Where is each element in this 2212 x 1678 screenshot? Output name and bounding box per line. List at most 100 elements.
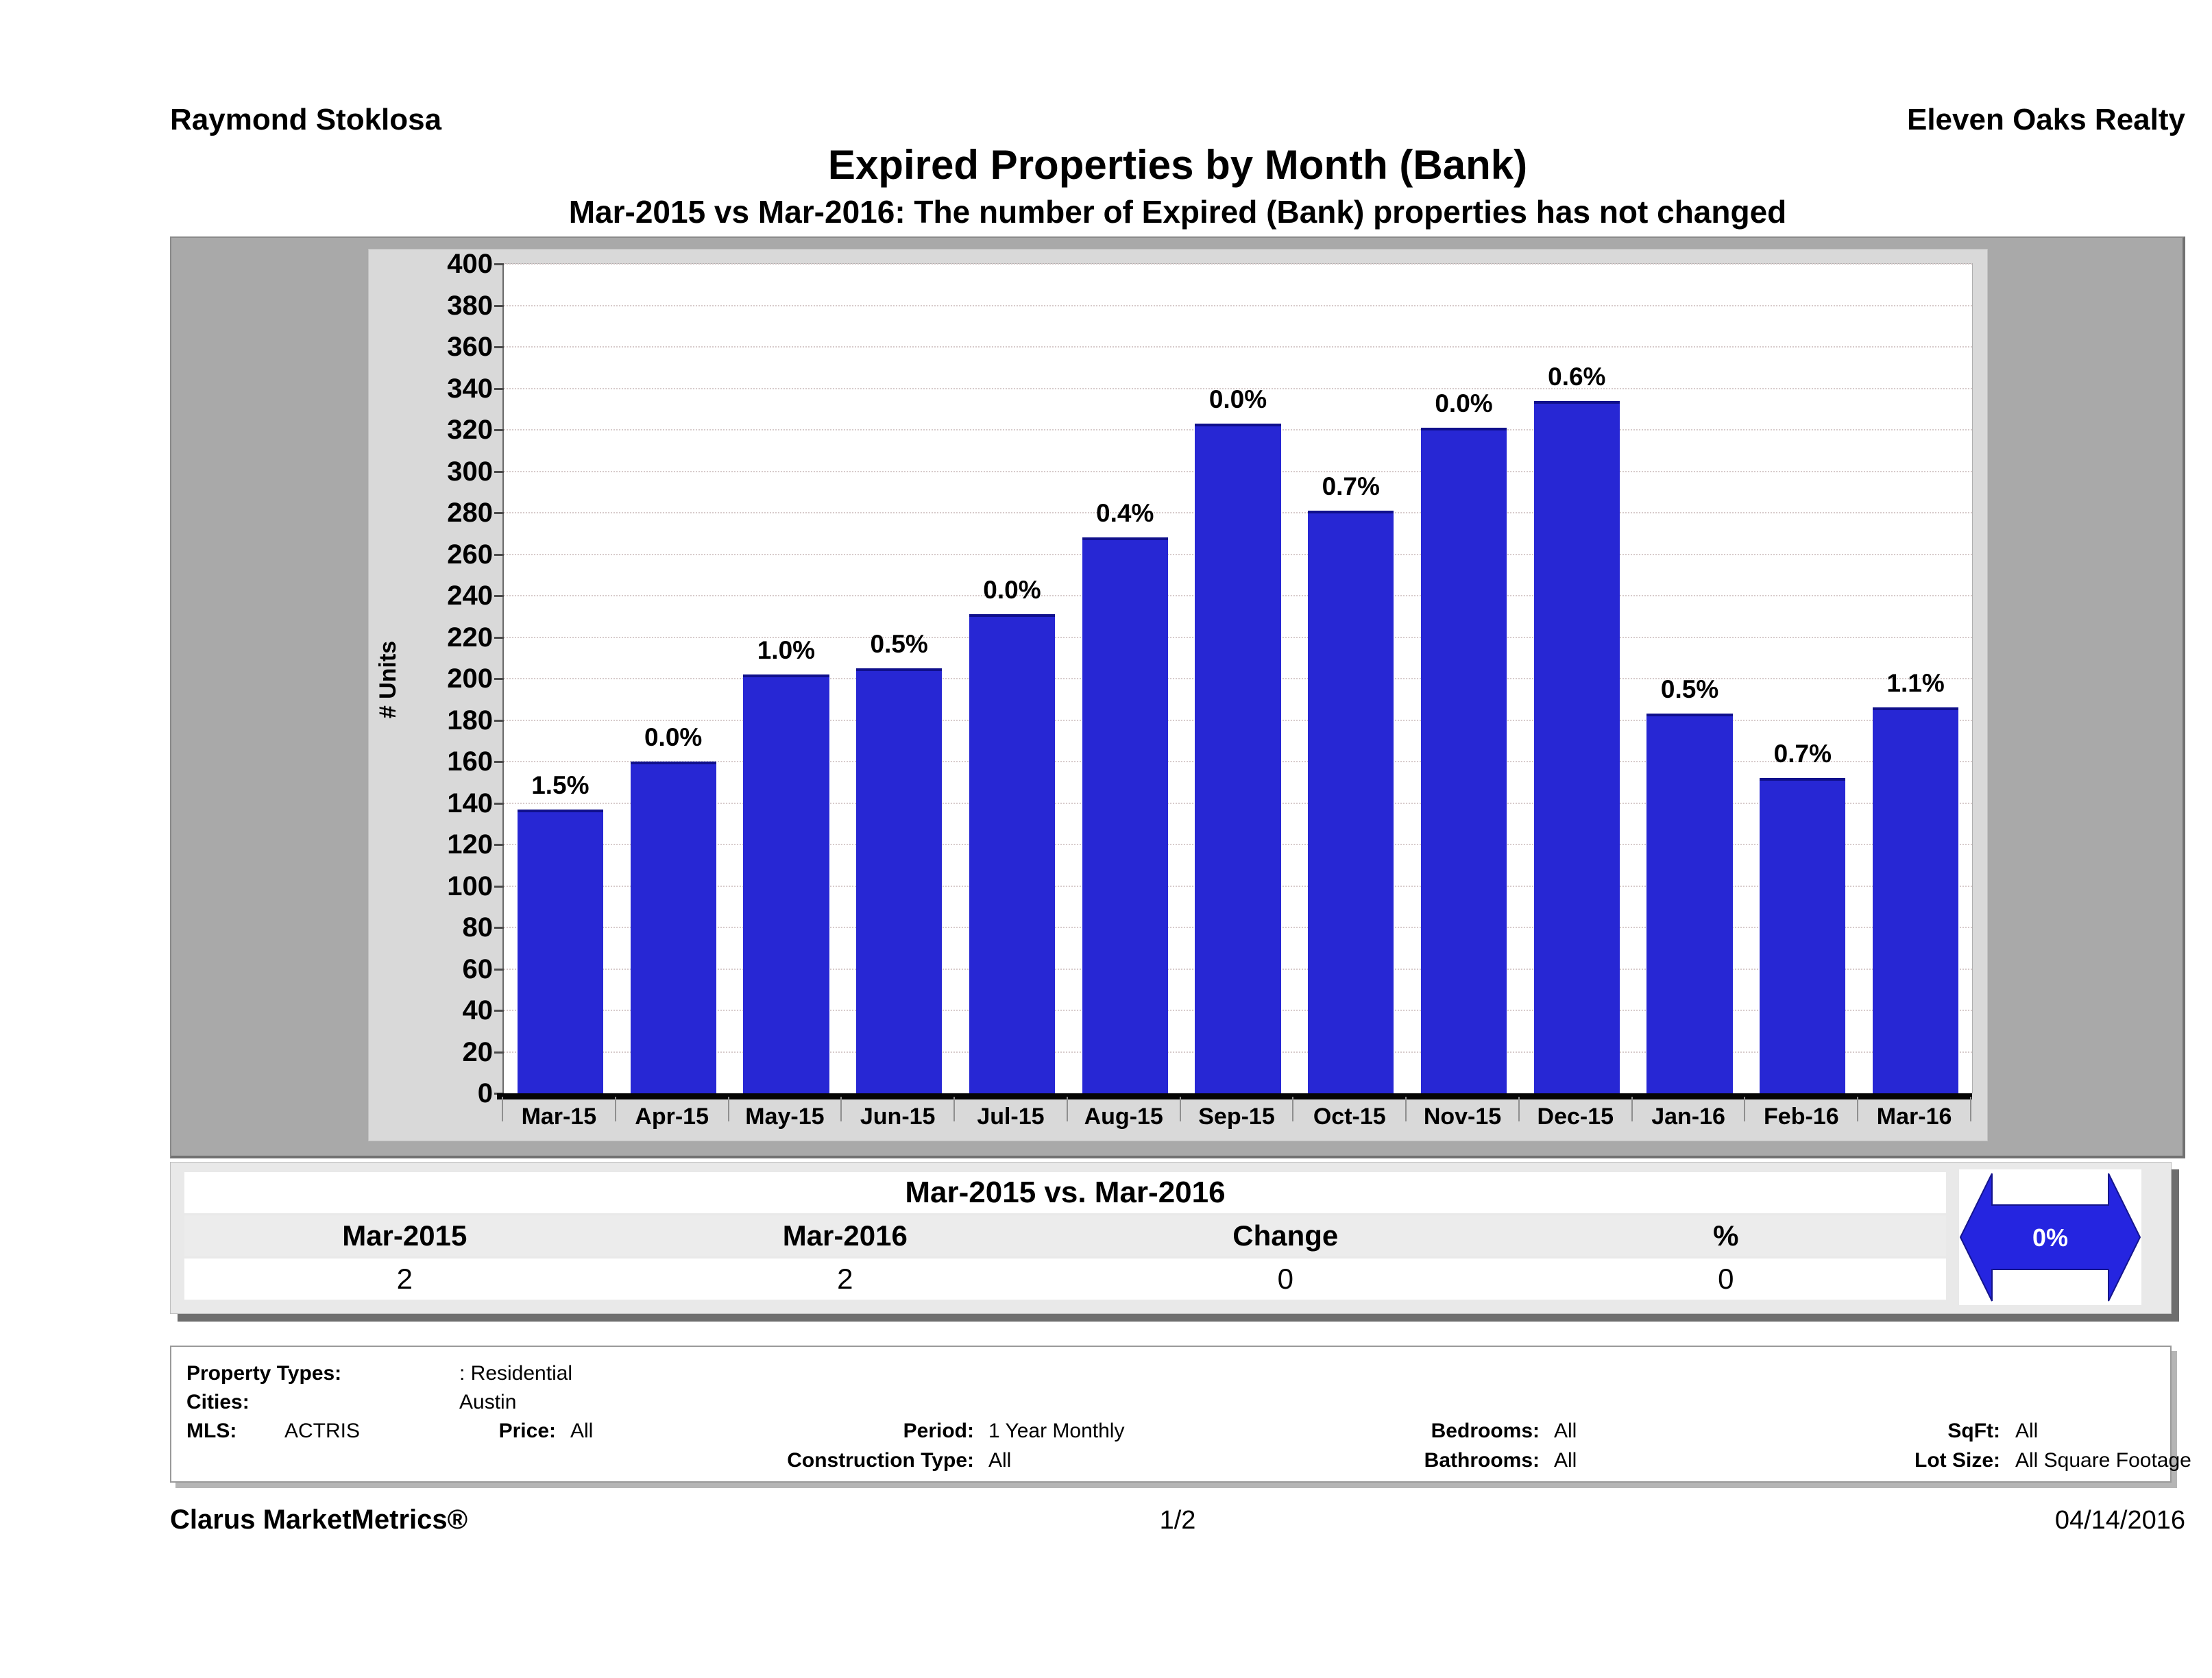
bar xyxy=(743,674,829,1093)
bar-value-label: 0.4% xyxy=(1096,499,1154,528)
summary-column-header: % xyxy=(1713,1219,1739,1252)
x-axis-tick xyxy=(1518,1097,1520,1121)
summary-title: Mar-2015 vs. Mar-2016 xyxy=(184,1172,1946,1213)
y-tick-mark xyxy=(494,512,504,514)
bar-value-label: 0.0% xyxy=(983,576,1041,605)
bar-value-label: 1.5% xyxy=(531,770,590,799)
y-tick-mark xyxy=(494,1010,504,1012)
y-tick-mark xyxy=(494,678,504,680)
x-tick-label: Nov-15 xyxy=(1423,1104,1502,1130)
summary-column-header: Mar-2015 xyxy=(342,1219,467,1252)
chart-inner-panel: # Units 0 20 40 60 80 100 120 140 160 180 200 220 24… xyxy=(368,249,1988,1141)
x-axis-tick xyxy=(1292,1097,1294,1121)
filter-value: : Residential xyxy=(459,1362,573,1385)
y-tick-label: 80 xyxy=(462,912,494,943)
summary-section: Mar-2015 vs. Mar-2016 Mar-2015 Mar-2016 Ch… xyxy=(170,1162,2172,1314)
summary-value-row: 2 2 0 0 xyxy=(184,1258,1946,1300)
filter-value: All xyxy=(988,1449,1012,1472)
chart-container: # Units 0 20 40 60 80 100 120 140 160 180 200 220 24… xyxy=(170,236,2185,1158)
y-tick-label: 0 xyxy=(477,1078,493,1108)
agent-name: Raymond Stoklosa xyxy=(170,103,442,136)
x-tick-label: Jul-15 xyxy=(977,1104,1045,1130)
y-tick-label: 300 xyxy=(447,456,493,487)
filter-label: Construction Type: xyxy=(787,1449,974,1472)
x-axis-tick xyxy=(840,1097,842,1121)
y-tick-label: 20 xyxy=(462,1036,494,1067)
footer-brand: Clarus MarketMetrics® xyxy=(170,1505,468,1535)
bar-value-label: 0.5% xyxy=(1660,675,1719,704)
bar xyxy=(1195,423,1281,1093)
bar xyxy=(1420,427,1507,1093)
filter-label: Bathrooms: xyxy=(1424,1449,1540,1472)
filter-value: All xyxy=(1554,1420,1577,1442)
filter-value: Austin xyxy=(459,1391,517,1413)
x-tick-label: Apr-15 xyxy=(635,1104,709,1130)
y-tick-mark xyxy=(494,636,504,639)
bar-value-label: 0.0% xyxy=(1208,385,1267,413)
bar-value-label: 1.1% xyxy=(1886,669,1945,698)
y-tick-label: 160 xyxy=(447,746,493,777)
y-tick-mark xyxy=(494,263,504,265)
y-tick-mark xyxy=(494,968,504,971)
summary-column-header: Mar-2016 xyxy=(782,1219,908,1252)
filter-label: Period: xyxy=(903,1420,974,1442)
bar xyxy=(969,614,1056,1093)
y-tick-label: 240 xyxy=(447,581,493,611)
bar-value-label: 1.0% xyxy=(757,635,816,664)
y-tick-label: 340 xyxy=(447,373,493,404)
plot-area: 0 20 40 60 80 100 120 140 160 180 200 220 240 260 280 3… xyxy=(447,250,1973,1107)
y-tick-mark xyxy=(494,387,504,390)
x-axis-tick xyxy=(1179,1097,1181,1121)
summary-value: 2 xyxy=(396,1263,413,1295)
bar xyxy=(1082,537,1168,1093)
y-tick-label: 400 xyxy=(447,249,493,279)
footer-date: 04/14/2016 xyxy=(2054,1506,2185,1535)
filter-value: All xyxy=(570,1420,594,1442)
y-tick-mark xyxy=(494,1051,504,1054)
filter-label: SqFt: xyxy=(1947,1420,2000,1442)
summary-value: 2 xyxy=(837,1263,853,1295)
y-tick-label: 320 xyxy=(447,415,493,445)
y-tick-mark xyxy=(494,885,504,888)
x-axis-label-row: Mar-15 Apr-15 May-15 Jun-15 Jul-15 Aug-15 Sep-… xyxy=(502,1093,1971,1142)
filter-value: ACTRIS xyxy=(284,1420,361,1442)
summary-value: 0 xyxy=(1718,1263,1734,1295)
bar-value-label: 0.6% xyxy=(1548,362,1606,391)
x-tick-label: Aug-15 xyxy=(1084,1104,1163,1130)
bar-value-label: 0.7% xyxy=(1773,740,1832,768)
x-axis-tick xyxy=(1970,1097,1971,1121)
x-axis-tick xyxy=(1631,1097,1633,1121)
y-tick-label: 60 xyxy=(462,953,494,984)
bar xyxy=(856,668,943,1093)
y-tick-label: 40 xyxy=(462,995,494,1025)
y-tick-label: 220 xyxy=(447,622,493,653)
y-tick-label: 260 xyxy=(447,539,493,570)
y-tick-mark xyxy=(494,719,504,722)
company-name: Eleven Oaks Realty xyxy=(1906,103,2185,136)
y-tick-mark xyxy=(494,470,504,473)
y-tick-label: 360 xyxy=(447,332,493,362)
summary-value: 0 xyxy=(1277,1263,1293,1295)
bar xyxy=(1646,714,1733,1093)
y-tick-label: 120 xyxy=(447,829,493,860)
page-title: Expired Properties by Month (Bank) xyxy=(827,142,1528,188)
y-tick-mark xyxy=(494,761,504,763)
page-subtitle: Mar-2015 vs Mar-2016: The number of Expi… xyxy=(568,194,1787,230)
bar xyxy=(1873,707,1959,1093)
filter-label: Cities: xyxy=(186,1391,250,1413)
filter-value: 1 Year Monthly xyxy=(988,1420,1125,1442)
y-tick-mark xyxy=(494,927,504,929)
bar xyxy=(1308,510,1394,1093)
x-tick-label: Mar-15 xyxy=(521,1104,597,1130)
bar xyxy=(630,762,716,1093)
double-arrow-icon: 0% xyxy=(1959,1173,2141,1302)
change-badge: 0% xyxy=(2032,1224,2068,1252)
bar-value-label: 0.5% xyxy=(870,629,928,658)
y-tick-mark xyxy=(494,595,504,597)
y-tick-mark xyxy=(494,553,504,556)
y-tick-label: 380 xyxy=(447,290,493,321)
filter-label: Lot Size: xyxy=(1915,1449,2000,1472)
filter-value: All Square Footage xyxy=(2015,1449,2191,1472)
filter-label: Property Types: xyxy=(186,1362,342,1385)
grid-line xyxy=(504,304,1972,306)
